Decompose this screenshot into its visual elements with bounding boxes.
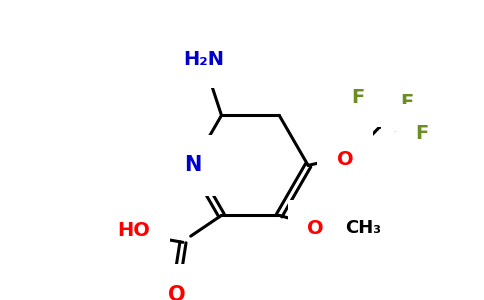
Text: CH₃: CH₃ <box>345 220 381 238</box>
Text: F: F <box>351 88 365 107</box>
Text: F: F <box>415 124 429 142</box>
Text: F: F <box>400 93 413 112</box>
Text: O: O <box>307 219 324 238</box>
Text: O: O <box>337 150 353 169</box>
Text: N: N <box>184 155 201 176</box>
Text: O: O <box>168 285 186 300</box>
Text: H₂N: H₂N <box>183 50 224 69</box>
Text: HO: HO <box>117 221 150 240</box>
